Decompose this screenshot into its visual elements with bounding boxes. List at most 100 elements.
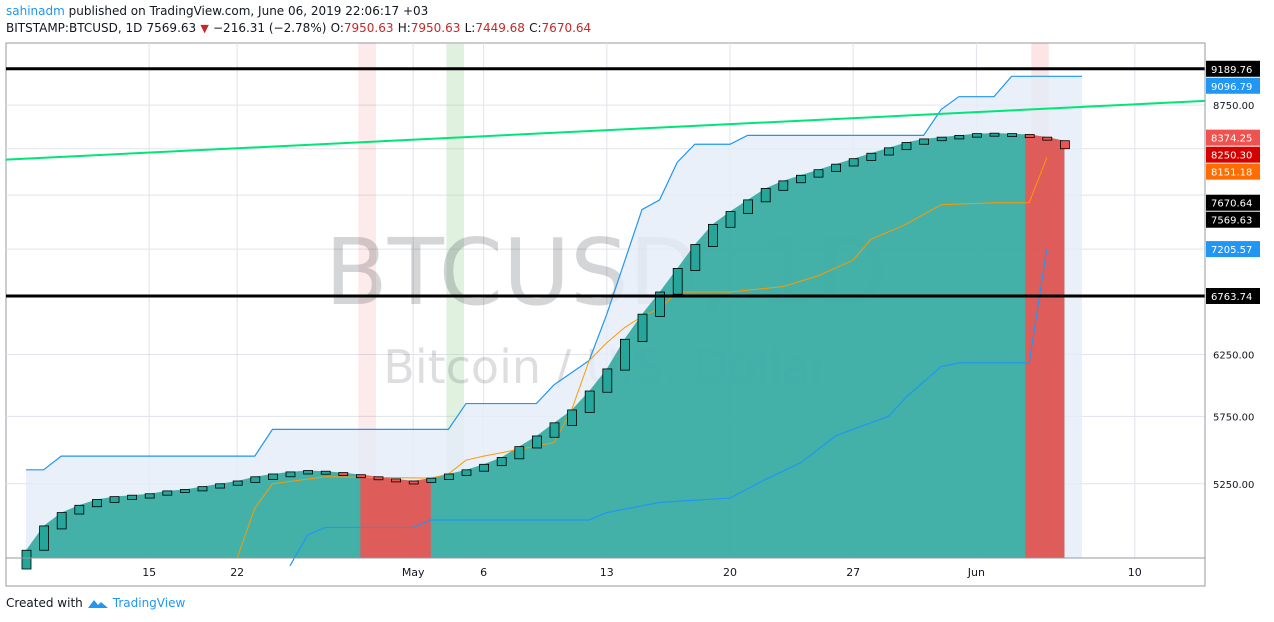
candle — [532, 435, 542, 449]
candle — [919, 138, 929, 145]
area-fills — [26, 76, 1082, 559]
candle — [813, 169, 824, 178]
candle — [831, 163, 841, 172]
candle — [215, 483, 226, 489]
horizontal-levels[interactable] — [6, 67, 1205, 298]
open-label: O: — [330, 21, 344, 35]
candle — [179, 489, 190, 493]
candle — [56, 512, 67, 530]
price-axis[interactable]: 5250.00 5750.00 6250.00 8750.00 9189.76 9096.… — [1204, 43, 1260, 586]
candle — [391, 478, 402, 483]
candle — [373, 476, 384, 481]
candle — [584, 390, 595, 413]
candle — [355, 474, 366, 479]
candle — [109, 496, 120, 503]
candle — [655, 291, 665, 317]
candle — [303, 470, 314, 475]
candle — [92, 499, 102, 508]
price-label[interactable]: 7670.64 — [1211, 199, 1252, 210]
price-label[interactable]: 6763.74 — [1211, 292, 1252, 303]
candle — [796, 174, 806, 184]
upper-band-line — [26, 75, 1082, 471]
time-tick-label: Jun — [967, 566, 985, 579]
candle — [250, 476, 261, 483]
last-price: 7569.63 — [146, 21, 197, 35]
high-label: H: — [397, 21, 411, 35]
ohlc-line: BITSTAMP:BTCUSD, 1D 7569.63 ▼ −216.31 (−… — [6, 20, 591, 37]
candle — [549, 422, 560, 438]
candle — [620, 338, 630, 371]
candle — [162, 490, 173, 496]
publish-line: sahinadm published on TradingView.com, J… — [6, 3, 591, 20]
down-arrow-icon: ▼ — [200, 22, 209, 35]
price-area-red-fill — [360, 474, 431, 558]
candle — [267, 473, 278, 480]
time-tick-label: 22 — [230, 566, 244, 579]
candle — [637, 313, 648, 343]
candle — [972, 133, 982, 138]
time-tick-label: 10 — [1128, 566, 1142, 579]
candle — [690, 244, 701, 271]
price-label[interactable]: 9189.76 — [1211, 65, 1252, 76]
candle — [954, 134, 965, 140]
price-label-bg — [1206, 77, 1260, 94]
tradingview-logo-icon — [87, 600, 108, 608]
candle — [672, 268, 683, 295]
candle — [708, 223, 718, 247]
candle — [760, 188, 771, 203]
price-label[interactable]: 9096.79 — [1211, 82, 1252, 93]
candle — [496, 457, 507, 467]
time-tick-label: May — [402, 566, 425, 579]
footer: Created with TradingView — [6, 596, 185, 610]
candle — [74, 504, 85, 515]
trendline — [5, 99, 1206, 161]
price-label-bg — [1206, 211, 1260, 228]
price-label[interactable]: 7205.57 — [1211, 245, 1252, 256]
candle — [320, 470, 331, 475]
price-label-bg — [1206, 287, 1260, 304]
candle — [21, 549, 32, 570]
price-tick-label: 5750.00 — [1213, 412, 1254, 423]
candle — [602, 368, 613, 393]
candles — [21, 132, 1070, 570]
candle — [127, 494, 137, 500]
symbol-label: BITSTAMP:BTCUSD, 1D — [6, 21, 143, 35]
price-label[interactable]: 8374.25 — [1211, 134, 1252, 145]
close-label: C: — [529, 21, 542, 35]
time-tick-label: 27 — [846, 566, 860, 579]
price-label-bg — [1206, 194, 1260, 211]
candle — [144, 493, 155, 499]
candle — [514, 446, 525, 460]
close-value: 7670.64 — [541, 21, 592, 35]
candle — [725, 211, 736, 228]
author-link[interactable]: sahinadm — [6, 4, 65, 18]
price-tick-label: 8750.00 — [1213, 101, 1254, 112]
tradingview-brand[interactable]: TradingView — [112, 596, 186, 610]
candle — [1060, 140, 1070, 150]
candle — [567, 409, 577, 426]
candle — [884, 147, 894, 156]
time-axis[interactable]: 15 22 May 6 13 20 27 Jun 10 — [6, 557, 1205, 579]
candle — [232, 480, 243, 486]
price-label-bg — [1206, 146, 1260, 163]
candle — [778, 180, 789, 191]
price-label[interactable]: 8250.30 — [1211, 151, 1252, 162]
candle — [426, 477, 437, 483]
open-value: 7950.63 — [343, 21, 394, 35]
time-tick-label: 13 — [600, 566, 614, 579]
candle — [285, 471, 296, 478]
candle — [197, 486, 208, 492]
created-with-text: Created with — [6, 596, 83, 610]
price-chart[interactable]: BTCUSD, 1D Bitcoin / U.S. Dollar 5250.00… — [0, 0, 1274, 592]
price-label-bg — [1206, 163, 1260, 180]
time-tick-label: 6 — [480, 566, 487, 579]
price-label[interactable]: 8151.18 — [1211, 168, 1252, 179]
candle — [936, 136, 947, 142]
price-label-bg — [1206, 241, 1260, 258]
candle — [338, 472, 349, 476]
candle — [989, 132, 1000, 137]
price-area-fill — [26, 133, 1065, 558]
low-value: 7449.68 — [475, 21, 525, 35]
price-area-red-end-fill — [1025, 134, 1065, 559]
price-label[interactable]: 7569.63 — [1211, 216, 1252, 227]
